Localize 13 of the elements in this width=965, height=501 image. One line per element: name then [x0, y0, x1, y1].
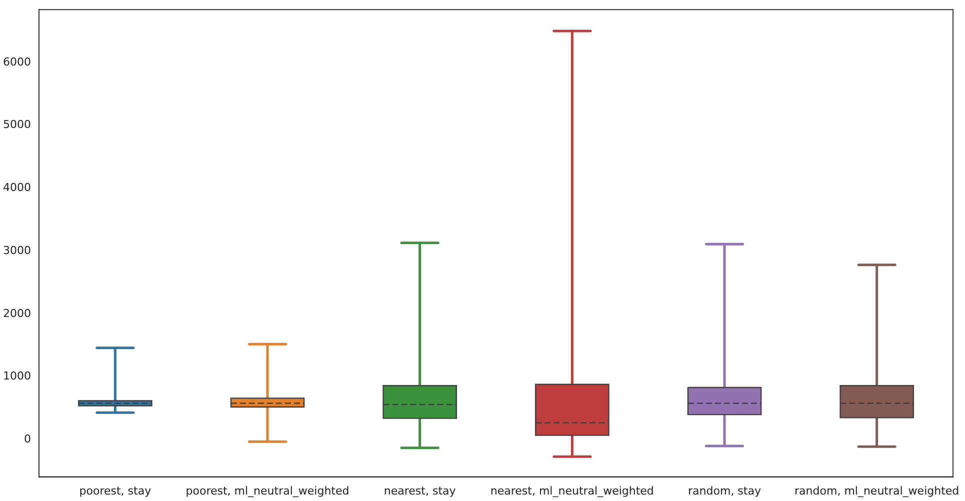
y-tick-label: 6000 [2, 55, 31, 68]
y-tick-label: 1000 [2, 370, 31, 383]
x-tick-label: poorest, stay [79, 484, 152, 498]
y-tick-label: 2000 [2, 306, 31, 320]
y-tick-label: 5000 [2, 118, 31, 132]
y-tick-label: 4000 [2, 181, 31, 194]
y-tick-label: 0 [24, 432, 31, 446]
x-tick-label: random, stay [688, 484, 762, 498]
x-tick-label: nearest, stay [384, 484, 456, 498]
x-tick-label: random, ml_neutral_weighted [794, 484, 960, 498]
x-tick-label: nearest, ml_neutral_weighted [490, 484, 654, 498]
x-tick-label: poorest, ml_neutral_weighted [186, 484, 350, 498]
y-tick-label: 3000 [2, 244, 31, 257]
